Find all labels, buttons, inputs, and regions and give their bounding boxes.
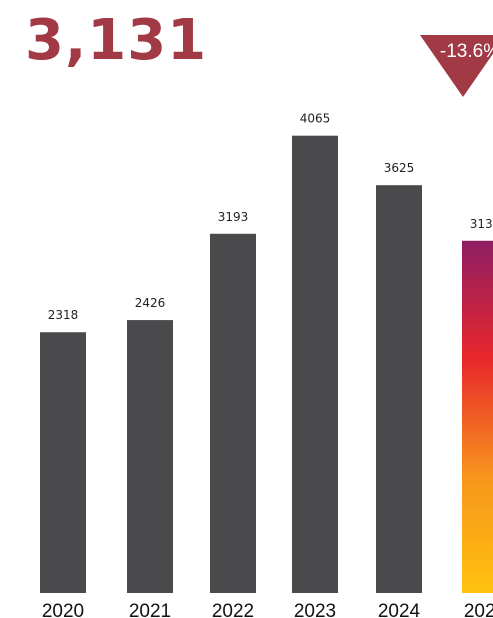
tick-label-2021: 2021 (129, 601, 171, 618)
bar-2022 (210, 233, 256, 593)
data-label-2021: 2426 (135, 296, 166, 310)
tick-label-2022: 2022 (212, 601, 254, 618)
change-badge: -13.6% (420, 35, 493, 97)
data-label-2023: 4065 (300, 112, 331, 126)
data-labels: 2318 2426 3193 4065 3625 3131 (48, 112, 493, 323)
tick-label-2025: 2025 (464, 601, 493, 618)
down-triangle-icon (420, 35, 493, 97)
change-percentage: -13.6% (440, 41, 493, 62)
data-label-2024: 3625 (384, 161, 415, 175)
bar-2024 (376, 185, 422, 593)
bar-2020 (40, 332, 86, 593)
bars (40, 135, 493, 593)
headline-value: 3,131 (25, 8, 208, 73)
x-axis-ticks: 2020 2021 2022 2023 2024 2025 (42, 601, 493, 618)
data-label-2025: 3131 (470, 217, 493, 231)
tick-label-2023: 2023 (294, 601, 336, 618)
data-label-2020: 2318 (48, 308, 79, 322)
data-label-2022: 3193 (218, 210, 249, 224)
bar-2021 (127, 320, 173, 593)
tick-label-2024: 2024 (378, 601, 421, 618)
tick-label-2020: 2020 (42, 601, 84, 618)
bar-2025 (462, 240, 493, 593)
bar-2023 (292, 135, 338, 593)
